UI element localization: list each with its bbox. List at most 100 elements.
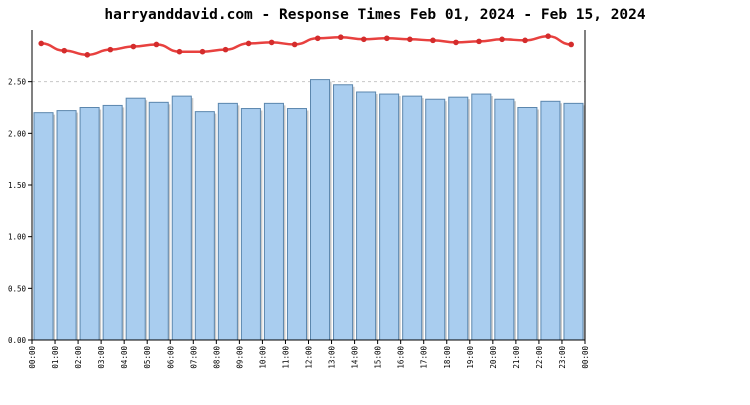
- x-tick-label: 01:00: [51, 346, 60, 369]
- bar-rect: [56, 110, 77, 341]
- line-layer: [38, 33, 574, 58]
- response-time-line: [41, 34, 572, 57]
- line-point-03:00: [107, 46, 114, 53]
- bar-rect: [310, 79, 331, 341]
- bar-14:00: [356, 91, 378, 341]
- bar-rect: [286, 108, 308, 341]
- bar-rect: [171, 95, 192, 341]
- bar-17:00: [425, 98, 447, 341]
- bar-rect: [333, 84, 354, 341]
- bar-19:00: [471, 93, 493, 341]
- bar-10:00: [263, 102, 286, 341]
- y-tick-label: 1.50: [8, 181, 27, 190]
- line-point-12:00: [314, 35, 321, 42]
- line-point-22:00: [545, 33, 551, 39]
- line-point-19:00: [476, 38, 482, 45]
- line-point-08:00: [222, 46, 229, 53]
- bar-02:00: [79, 107, 102, 341]
- bar-22:00: [540, 100, 562, 341]
- line-point-16:00: [407, 36, 413, 43]
- bar-rect: [517, 107, 538, 341]
- bar-07:00: [194, 111, 217, 341]
- bar-rect: [125, 97, 146, 341]
- bar-00:00: [33, 112, 56, 341]
- bar-rect: [356, 91, 377, 341]
- x-tick-label: 09:00: [235, 346, 244, 369]
- bar-01:00: [56, 110, 79, 341]
- line-point-10:00: [268, 39, 275, 46]
- bar-rect: [33, 112, 54, 341]
- x-tick-label: 15:00: [374, 346, 383, 369]
- line-point-09:00: [245, 40, 252, 47]
- y-tick-label: 1.00: [8, 233, 27, 242]
- x-tick-label: 03:00: [97, 346, 106, 369]
- x-tick-label: 04:00: [120, 346, 129, 369]
- bar-rect: [379, 93, 400, 341]
- bar-rect: [79, 107, 100, 341]
- bar-06:00: [171, 95, 194, 341]
- bar-18:00: [448, 96, 470, 341]
- x-tick-label: 11:00: [281, 346, 290, 369]
- line-point-07:00: [199, 48, 206, 55]
- x-tick-label: 13:00: [328, 346, 337, 369]
- bar-23:00: [563, 102, 585, 341]
- x-tick-label: 14:00: [351, 346, 360, 369]
- x-tick-label: 20:00: [489, 346, 498, 369]
- line-point-21:00: [522, 37, 528, 44]
- x-tick-label: 21:00: [512, 346, 521, 369]
- bar-09:00: [240, 108, 263, 341]
- bar-rect: [471, 93, 492, 341]
- bar-15:00: [379, 93, 401, 341]
- line-point-01:00: [61, 47, 68, 54]
- line-point-17:00: [430, 37, 436, 44]
- bar-rect: [425, 98, 446, 341]
- line-point-23:00: [568, 41, 574, 48]
- axes-layer: 0.00 0.50 1.00 1.50 2.00 2.50 00:00 01:00 02:00 0…: [8, 30, 590, 369]
- bar-rect: [540, 100, 561, 341]
- x-tick-label: 02:00: [74, 346, 83, 369]
- x-tick-label: 10:00: [258, 346, 267, 369]
- bar-rect: [240, 108, 261, 341]
- bars-layer: [33, 79, 585, 341]
- bar-rect: [263, 102, 284, 341]
- bar-13:00: [333, 84, 355, 341]
- x-tick-label: 00:00: [581, 346, 590, 369]
- bar-05:00: [148, 101, 171, 341]
- x-tick-label: 22:00: [535, 346, 544, 369]
- bar-20:00: [494, 98, 516, 341]
- line-point-04:00: [130, 43, 137, 50]
- x-tick-label: 17:00: [420, 346, 429, 369]
- chart-title: harryanddavid.com - Response Times Feb 0…: [104, 7, 646, 23]
- line-point-00:00: [38, 40, 45, 47]
- bar-rect: [494, 98, 515, 341]
- x-tick-label: 06:00: [166, 346, 175, 369]
- x-tick-label: 07:00: [189, 346, 198, 369]
- line-point-11:00: [291, 41, 298, 48]
- bar-rect: [563, 102, 584, 341]
- x-tick-label: 16:00: [397, 346, 406, 369]
- bar-11:00: [286, 108, 309, 341]
- bar-04:00: [125, 97, 148, 341]
- bar-rect: [402, 95, 423, 341]
- line-point-02:00: [84, 52, 91, 58]
- x-tick-label: 19:00: [466, 346, 475, 369]
- y-tick-label: 2.00: [8, 129, 27, 138]
- bar-12:00: [310, 79, 332, 341]
- x-tick-label: 05:00: [143, 346, 152, 369]
- line-point-14:00: [361, 36, 367, 43]
- bar-21:00: [517, 107, 539, 341]
- bar-rect: [448, 96, 469, 341]
- bar-rect: [217, 102, 238, 341]
- x-tick-label: 23:00: [558, 346, 567, 369]
- x-tick-label: 08:00: [212, 346, 221, 369]
- line-point-06:00: [176, 48, 183, 55]
- y-tick-label: 0.50: [8, 284, 27, 293]
- line-point-13:00: [337, 34, 344, 41]
- x-tick-label: 00:00: [28, 346, 37, 369]
- line-point-20:00: [499, 36, 505, 43]
- line-point-05:00: [153, 41, 160, 48]
- y-tick-label: 0.00: [8, 336, 27, 345]
- x-tick-label: 12:00: [305, 346, 314, 369]
